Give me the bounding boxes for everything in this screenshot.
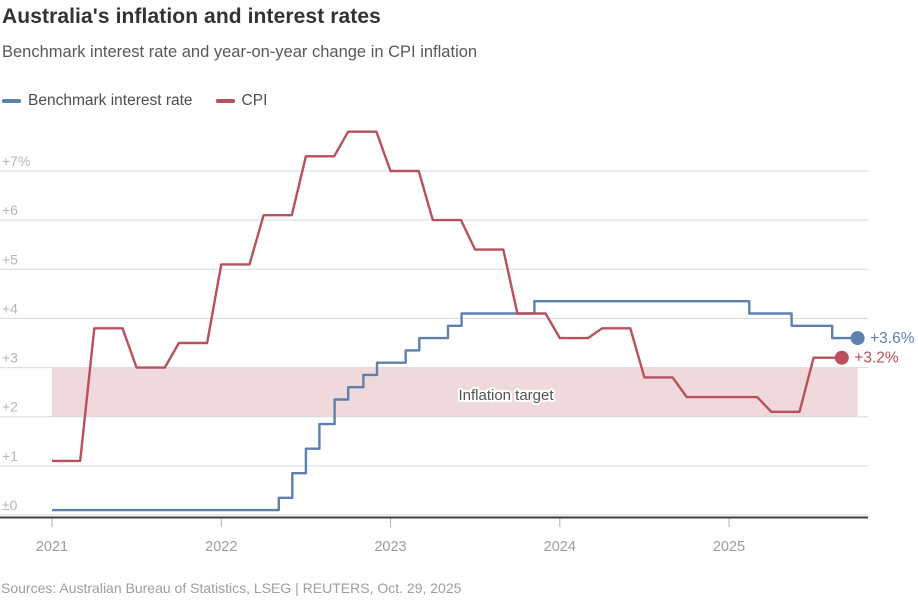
benchmark-line — [52, 300, 858, 512]
page-title: Australia's inflation and interest rates — [2, 5, 381, 28]
x-tick-label: 2022 — [205, 539, 237, 555]
y-tick-label: +1 — [2, 448, 18, 464]
x-tick-label: 2023 — [374, 539, 406, 555]
legend-label-benchmark: Benchmark interest rate — [28, 92, 193, 109]
x-tick-label: 2024 — [544, 539, 576, 555]
y-tick-label: +2 — [2, 399, 18, 415]
source-note: Sources: Australian Bureau of Statistics… — [1, 580, 462, 596]
benchmark-end-label: +3.6% — [870, 330, 915, 347]
cpi-end-label: +3.2% — [854, 350, 899, 367]
benchmark-end-dot — [850, 331, 865, 346]
chart-legend: Benchmark interest rate CPI — [2, 92, 267, 110]
cpi-line — [52, 130, 842, 463]
legend-label-cpi: CPI — [241, 92, 268, 109]
x-tick-label: 2025 — [713, 539, 745, 555]
legend-item-benchmark: Benchmark interest rate — [2, 92, 193, 110]
y-tick-label: +3 — [2, 350, 18, 366]
y-tick-label: +4 — [2, 300, 18, 316]
x-tick-label: 2021 — [36, 539, 68, 555]
legend-item-cpi: CPI — [215, 92, 268, 110]
y-tick-label: +7% — [2, 153, 30, 169]
chart-subtitle: Benchmark interest rate and year-on-year… — [2, 43, 478, 61]
inflation-target-label: Inflation target — [458, 387, 554, 404]
benchmark-line-swatch — [2, 99, 21, 103]
y-tick-label: +6 — [2, 202, 18, 218]
cpi-end-dot — [834, 350, 849, 365]
y-tick-label: +5 — [2, 251, 18, 267]
y-tick-label: ±0 — [2, 497, 18, 513]
cpi-line-swatch — [215, 99, 235, 103]
inflation-target-band — [52, 367, 858, 417]
